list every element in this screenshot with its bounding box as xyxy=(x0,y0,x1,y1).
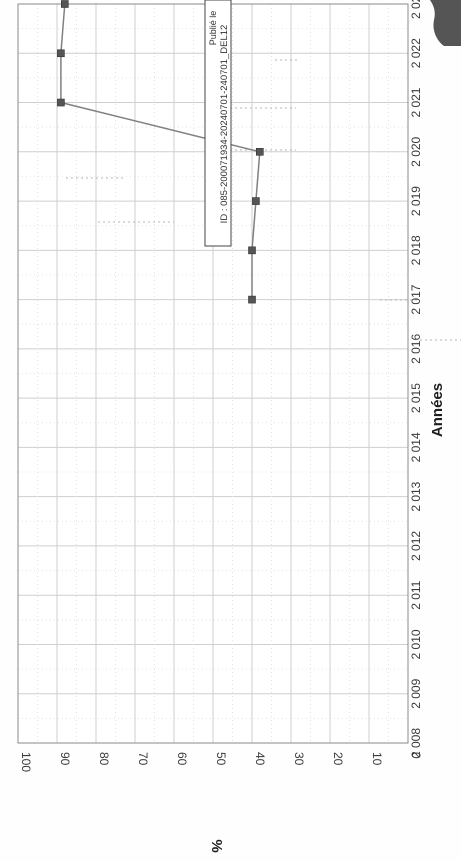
y-tick-label: 100 xyxy=(19,752,33,772)
data-point-marker xyxy=(248,295,256,304)
x-tick-label: 2 023 xyxy=(409,0,423,19)
data-point-marker xyxy=(60,0,69,8)
stamp-line-1: Publié le xyxy=(208,11,218,46)
x-tick-label: 2 008 xyxy=(409,728,423,758)
data-point-marker xyxy=(57,98,65,107)
x-tick-label: 2 017 xyxy=(409,284,423,314)
logo-fragment xyxy=(430,0,461,46)
x-tick-label: 2 009 xyxy=(409,678,423,708)
y-tick-label: 40 xyxy=(253,752,267,766)
y-axis-title: % xyxy=(208,839,225,852)
y-tick-label: 60 xyxy=(175,752,189,766)
data-point-marker xyxy=(57,49,65,58)
x-tick-label: 2 020 xyxy=(409,136,423,166)
y-tick-label: 80 xyxy=(97,752,111,766)
data-point-marker xyxy=(252,197,260,205)
x-tick-label: 2 019 xyxy=(409,186,423,216)
x-tick-label: 2 022 xyxy=(409,38,423,68)
x-tick-label: 2 016 xyxy=(409,334,423,364)
x-tick-label: 2 012 xyxy=(409,531,423,561)
x-axis-title: Années xyxy=(429,383,446,437)
x-tick-label: 2 011 xyxy=(409,580,423,609)
x-tick-label: 2 018 xyxy=(409,235,423,265)
y-tick-label: 90 xyxy=(58,752,72,766)
y-tick-label: 0 xyxy=(409,752,423,759)
y-tick-label: 50 xyxy=(214,752,228,766)
x-tick-label: 2 014 xyxy=(409,432,423,462)
data-point-marker xyxy=(255,148,264,156)
x-tick-label: 2 015 xyxy=(409,383,423,413)
stamp-line-2: ID : 085-200071934-20240701-240701_DEL12 xyxy=(219,25,230,224)
x-tick-label: 2 021 xyxy=(409,87,423,117)
stamp-box xyxy=(204,0,232,247)
y-tick-label: 30 xyxy=(292,752,306,766)
x-tick-label: 2 010 xyxy=(409,629,423,659)
y-tick-label: 20 xyxy=(331,752,345,766)
y-tick-label: 10 xyxy=(370,752,384,766)
x-tick-label: 2 013 xyxy=(409,481,423,511)
data-point-marker xyxy=(248,246,256,255)
y-tick-label: 70 xyxy=(136,752,150,766)
